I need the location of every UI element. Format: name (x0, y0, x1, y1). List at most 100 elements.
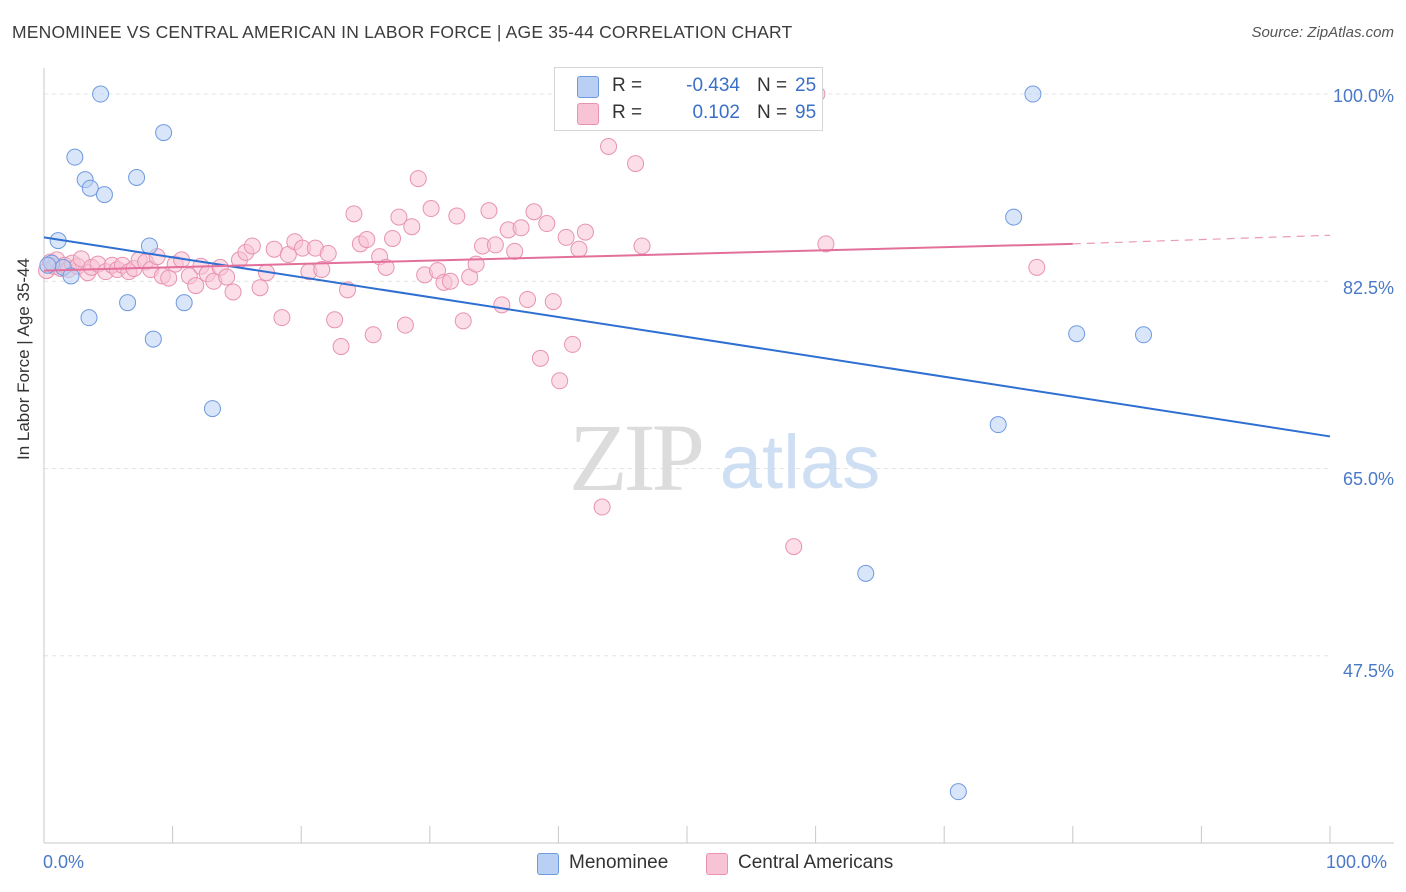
data-point (506, 242, 524, 260)
data-point (857, 564, 875, 582)
data-point (160, 269, 178, 287)
r-label: R = (612, 75, 643, 96)
data-point (251, 279, 269, 297)
r-value: 0.102 (692, 102, 740, 123)
data-point (538, 215, 556, 233)
data-point (525, 203, 543, 221)
legend-swatch-menominee (577, 76, 599, 98)
data-point (441, 272, 459, 290)
data-point (224, 283, 242, 301)
data-point (396, 316, 414, 334)
data-point (218, 268, 236, 286)
legend-label: Central Americans (738, 852, 894, 873)
data-point (95, 186, 113, 204)
data-point (576, 223, 594, 241)
watermark: ZIP atlas (569, 404, 880, 511)
data-point (600, 137, 618, 155)
data-point (1028, 258, 1046, 276)
data-point (175, 294, 193, 312)
x-tick-label: 0.0% (43, 852, 85, 872)
y-axis-label: In Labor Force | Age 35-44 (14, 258, 33, 460)
r-label: R = (612, 102, 643, 123)
data-point (92, 85, 110, 103)
data-point (544, 293, 562, 311)
data-point (448, 207, 466, 225)
legend-swatch-central-americans (577, 103, 599, 125)
data-point (62, 267, 80, 285)
data-point (519, 290, 537, 308)
legend-swatch-central-americans (706, 853, 728, 875)
data-point (570, 240, 588, 258)
data-point (345, 205, 363, 223)
data-point (486, 236, 504, 254)
data-point (454, 312, 472, 330)
data-point (39, 256, 57, 274)
data-point (785, 538, 803, 556)
data-point (403, 218, 421, 236)
data-point (332, 338, 350, 356)
data-point (409, 170, 427, 188)
data-point (627, 155, 645, 173)
source-label: Source: ZipAtlas.com (1251, 24, 1394, 41)
data-point (1068, 325, 1086, 343)
data-points (38, 85, 1153, 801)
data-point (80, 309, 98, 327)
chart-title: MENOMINEE VS CENTRAL AMERICAN IN LABOR F… (12, 22, 793, 42)
data-point (551, 372, 569, 390)
data-point (422, 200, 440, 218)
data-point (564, 335, 582, 353)
watermark-atlas: atlas (720, 420, 881, 505)
data-point (1005, 208, 1023, 226)
n-label: N = (757, 102, 788, 123)
data-point (243, 237, 261, 255)
trend-line (43, 242, 1073, 272)
watermark-zip: ZIP (569, 404, 702, 511)
data-point (203, 400, 221, 418)
trend-lines (43, 234, 1331, 438)
data-point (493, 296, 511, 314)
data-point (1024, 85, 1042, 103)
data-point (81, 179, 99, 197)
data-point (949, 783, 967, 801)
y-tick-label: 47.5% (1342, 661, 1394, 681)
data-point (817, 235, 835, 253)
data-point (326, 311, 344, 329)
data-point (364, 326, 382, 344)
data-point (480, 202, 498, 220)
data-point (265, 240, 283, 258)
n-label: N = (757, 75, 788, 96)
y-tick-label: 100.0% (1332, 86, 1394, 106)
trend-line (43, 236, 1331, 438)
legend-label: Menominee (569, 852, 669, 873)
data-point (128, 169, 146, 187)
data-point (593, 498, 611, 516)
data-point (384, 229, 402, 247)
data-point (119, 294, 137, 312)
legend-swatch-menominee (537, 853, 559, 875)
r-value: -0.434 (686, 75, 740, 96)
data-point (633, 237, 651, 255)
data-point (273, 309, 291, 327)
data-point (531, 349, 549, 367)
data-point (155, 124, 173, 142)
data-point (377, 258, 395, 276)
data-point (319, 244, 337, 262)
data-point (1135, 326, 1153, 344)
n-value: 95 (795, 102, 817, 123)
data-point (66, 148, 84, 166)
data-point (313, 261, 331, 279)
y-tick-label: 82.5% (1342, 278, 1394, 298)
data-point (144, 330, 162, 348)
data-point (390, 208, 408, 226)
data-point (989, 416, 1007, 434)
data-point (557, 228, 575, 246)
data-point (187, 277, 205, 295)
data-point (512, 219, 530, 237)
y-tick-label: 65.0% (1342, 469, 1394, 489)
axes (43, 68, 1394, 844)
gridlines (44, 93, 1330, 657)
data-point (358, 231, 376, 249)
stats-legend: R = -0.434 N = 25 R = 0.102 N = 95 (554, 67, 823, 131)
x-tick-label: 100.0% (1326, 852, 1388, 872)
